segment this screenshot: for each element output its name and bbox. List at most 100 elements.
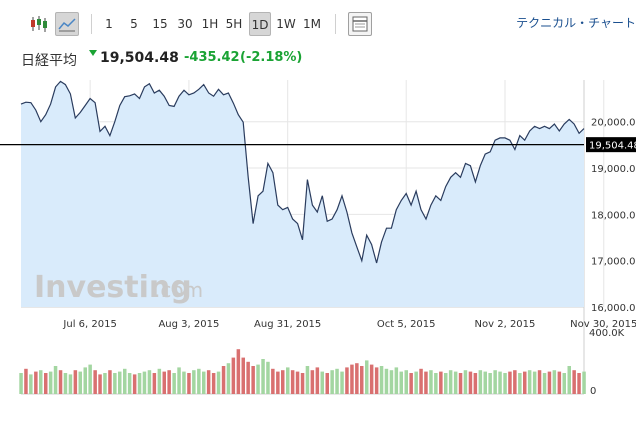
volume-bar <box>256 364 260 394</box>
volume-bar <box>251 366 255 394</box>
volume-bar <box>414 371 418 394</box>
x-tick-label: Nov 30, 2015 <box>570 319 636 330</box>
chart-toolbar: 1 5 15 30 1H 5H 1D 1W 1M テクニカル・チャート <box>0 0 636 44</box>
volume-bar <box>206 370 211 394</box>
volume-bar <box>513 370 517 394</box>
volume-bar <box>103 373 107 394</box>
volume-bar <box>290 370 295 394</box>
last-price: 19,504.48 <box>100 50 179 66</box>
volume-bar <box>118 371 122 394</box>
volume-bar <box>152 373 157 394</box>
volume-bar <box>157 368 162 394</box>
volume-bar <box>488 373 492 394</box>
interval-5-button[interactable]: 5 <box>130 17 138 31</box>
volume-bar <box>73 370 78 394</box>
volume-bar <box>98 374 102 394</box>
volume-bar <box>345 367 349 394</box>
volume-bar <box>202 371 206 394</box>
volume-bar <box>498 371 502 394</box>
volume-bar <box>48 371 53 394</box>
volume-bar <box>162 371 166 394</box>
volume-bar <box>34 371 38 394</box>
volume-bar <box>113 373 117 394</box>
volume-bar <box>142 371 147 394</box>
volume-bar <box>123 368 127 394</box>
volume-bar <box>468 371 473 394</box>
volume-bar <box>355 363 359 394</box>
interval-1-button[interactable]: 1 <box>105 17 113 31</box>
y-axis-labels: 20,000.00 19,000.00 18,000.00 17,000.00 16,0… <box>591 118 636 314</box>
volume-bar <box>523 371 527 394</box>
volume-bar <box>281 370 285 394</box>
volume-bar <box>241 357 245 394</box>
price-change-percent: (-2.18%) <box>240 50 303 65</box>
volume-bar <box>246 361 250 394</box>
watermark-logo: Investing <box>34 270 192 305</box>
volume-bar <box>93 370 97 394</box>
volume-bar <box>187 373 191 394</box>
volume-bar <box>394 367 399 394</box>
volume-bar <box>577 373 581 394</box>
volume-bar <box>350 364 354 394</box>
volume-bar <box>542 373 547 394</box>
volume-bar <box>295 371 300 394</box>
volume-bar <box>137 373 142 394</box>
volume-bar <box>315 367 320 394</box>
volume-bar <box>19 373 23 394</box>
volume-bar <box>261 359 265 394</box>
volume-bar <box>320 371 324 394</box>
volume-bar <box>24 368 28 394</box>
volume-bar <box>58 370 63 394</box>
volume-bar <box>197 368 201 394</box>
technical-chart-link[interactable]: テクニカル・チャート <box>516 16 636 30</box>
volume-bar <box>582 371 586 394</box>
volume-bar <box>384 368 389 394</box>
area-chart-icon[interactable] <box>55 12 79 36</box>
volume-bar <box>360 366 364 394</box>
volume-bar <box>310 370 315 394</box>
volume-bar <box>167 370 171 394</box>
volume-bar <box>562 373 566 394</box>
current-price-label: 19,504.48 <box>589 141 636 152</box>
volume-bar <box>409 373 413 394</box>
volume-bar <box>508 371 512 394</box>
data-table-icon[interactable] <box>348 12 372 36</box>
volume-bar <box>132 374 137 394</box>
volume-bar <box>399 371 403 394</box>
interval-5h-button[interactable]: 5H <box>225 17 243 31</box>
x-tick-label: Nov 2, 2015 <box>475 319 536 330</box>
interval-1d-button[interactable]: 1D <box>249 12 271 36</box>
price-change: -435.42 <box>184 50 240 65</box>
volume-bar <box>88 364 92 394</box>
volume-bar <box>340 371 344 394</box>
x-axis-labels: Jul 6, 2015 Aug 3, 2015 Aug 31, 2015 Oct 5,… <box>62 319 636 330</box>
volume-bar <box>29 374 33 394</box>
volume-bar <box>63 373 68 394</box>
interval-1h-button[interactable]: 1H <box>201 17 219 31</box>
volume-bar <box>286 367 290 394</box>
volume-bar <box>547 371 552 394</box>
interval-30-button[interactable]: 30 <box>177 17 193 31</box>
volume-bar <box>424 371 428 394</box>
volume-bar <box>419 368 423 394</box>
volume-bar <box>325 373 329 394</box>
volume-bar <box>434 373 438 394</box>
volume-bar <box>503 373 507 394</box>
volume-bar <box>108 370 112 394</box>
toolbar-divider <box>91 14 92 34</box>
volume-bar <box>226 363 231 394</box>
x-tick-label: Oct 5, 2015 <box>377 319 436 330</box>
interval-1m-button[interactable]: 1M <box>303 17 321 31</box>
candlestick-chart-icon[interactable] <box>27 12 51 36</box>
current-price-label-box <box>586 137 636 153</box>
volume-bar <box>453 371 458 394</box>
price-line <box>20 80 585 264</box>
volume-bar <box>463 370 468 394</box>
toolbar-divider <box>335 14 336 34</box>
volume-bar <box>211 373 216 394</box>
volume-bar <box>271 368 275 394</box>
volume-bar <box>527 370 532 394</box>
interval-15-button[interactable]: 15 <box>152 17 168 31</box>
interval-1w-button[interactable]: 1W <box>276 17 296 31</box>
